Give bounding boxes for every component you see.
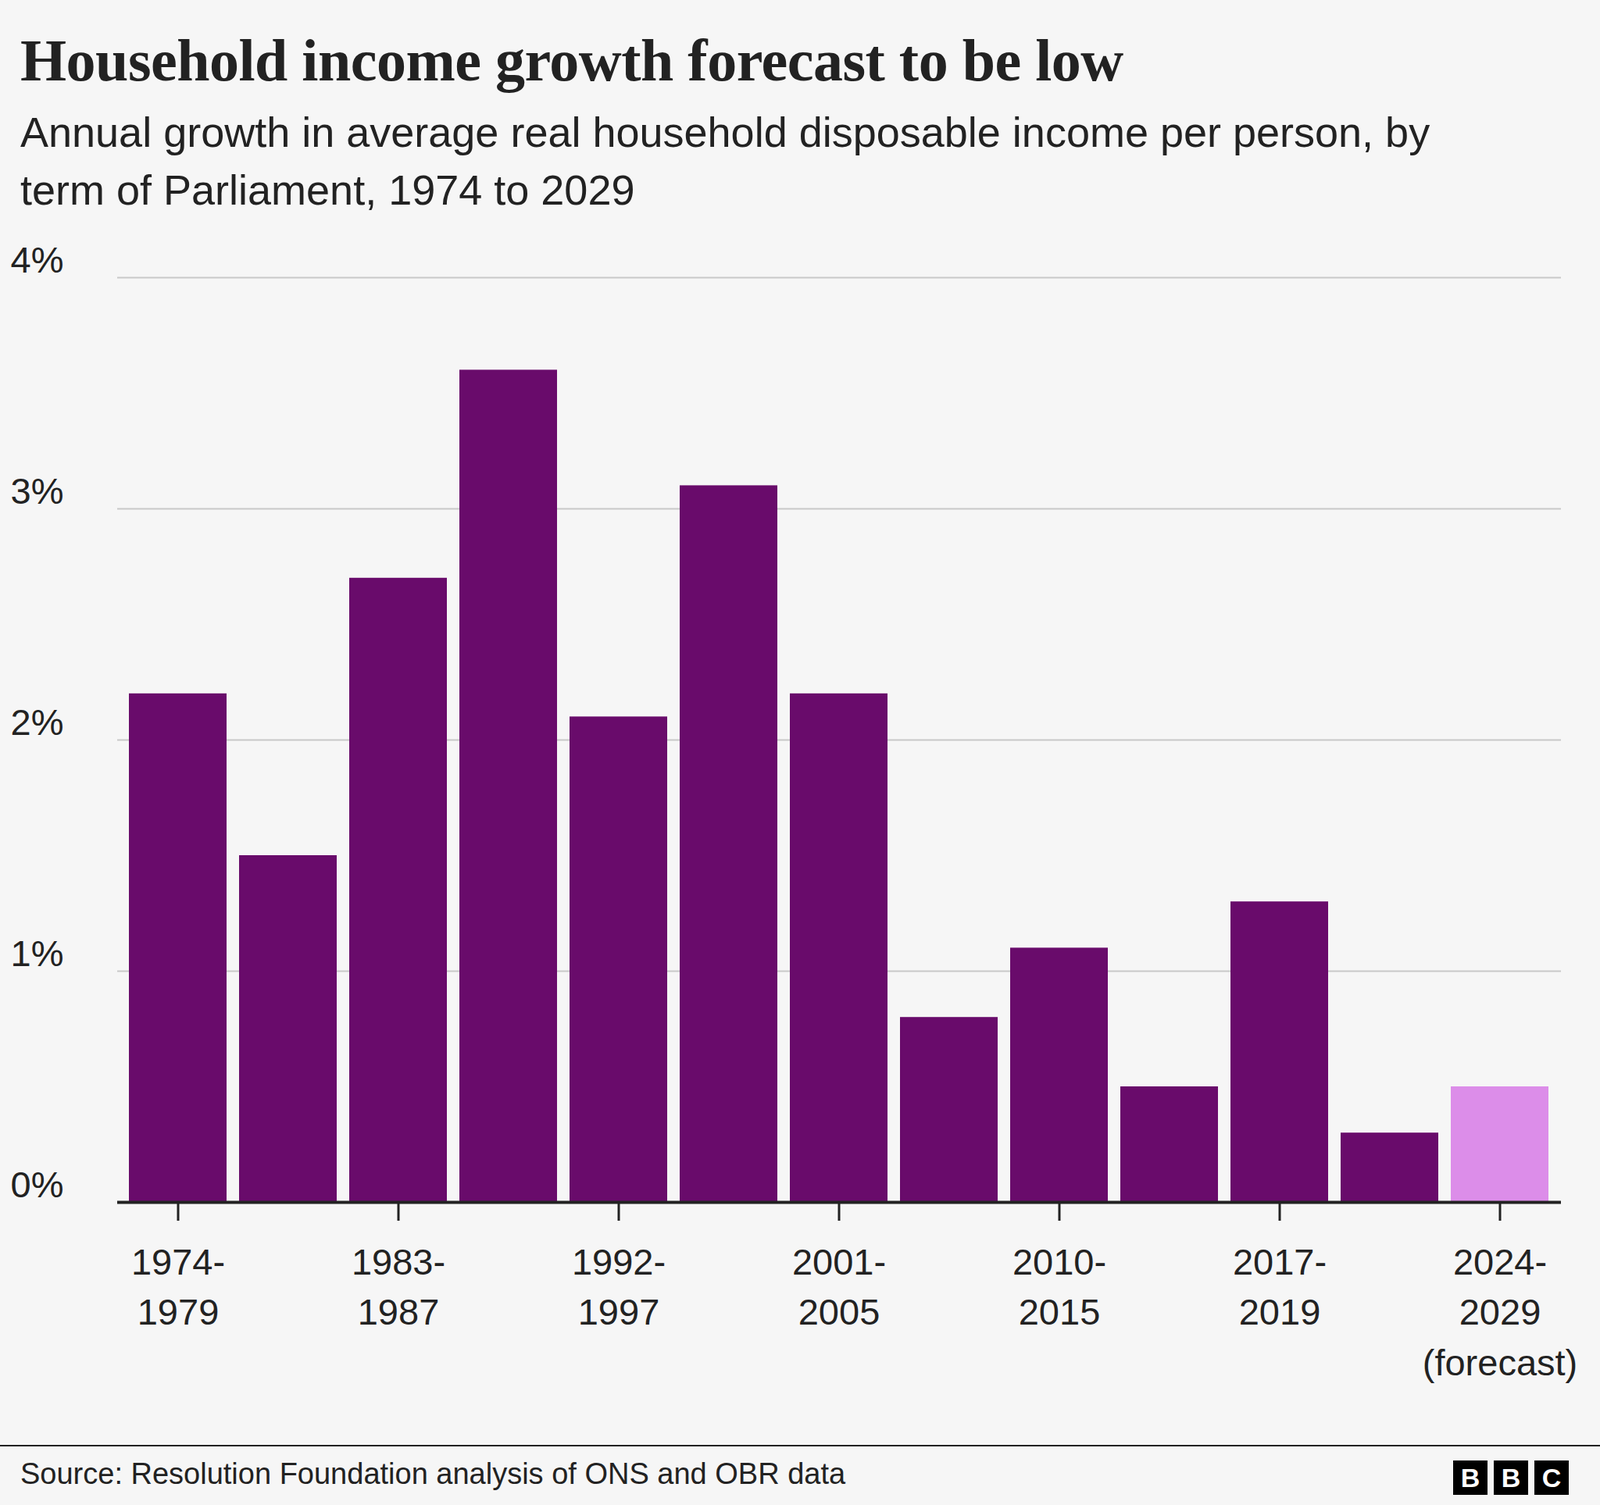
svg-text:2%: 2% [10,700,65,743]
html-text:Annual growth in average real: Annual growth in average real household … [20,108,1430,214]
svg-text:1992-1997: 1992-1997 [571,1240,666,1333]
svg-text:2017-2019: 2017-2019 [1232,1240,1327,1333]
svg-text:2001-2005: 2001-2005 [792,1240,886,1333]
html-text:B: B [1501,1463,1521,1493]
svg-text:0%: 0% [10,1163,65,1205]
svg-text:3%: 3% [10,469,65,511]
svg-text:2010-2015: 2010-2015 [1012,1240,1107,1333]
svg-text:1%: 1% [10,932,65,974]
svg-text:1974-1979: 1974-1979 [131,1240,225,1333]
svg-text:1983-1987: 1983-1987 [351,1240,446,1333]
html-text:C: C [1541,1463,1562,1493]
svg-text:4%: 4% [10,238,65,280]
html-text:Source: Resolution Foundation: Source: Resolution Foundation analysis o… [20,1457,846,1491]
svg-text:2024-2029(forecast): 2024-2029(forecast) [1422,1240,1579,1384]
html-text:Household income growth foreca: Household income growth forecast to be l… [20,27,1124,93]
html-text:B: B [1460,1463,1480,1493]
